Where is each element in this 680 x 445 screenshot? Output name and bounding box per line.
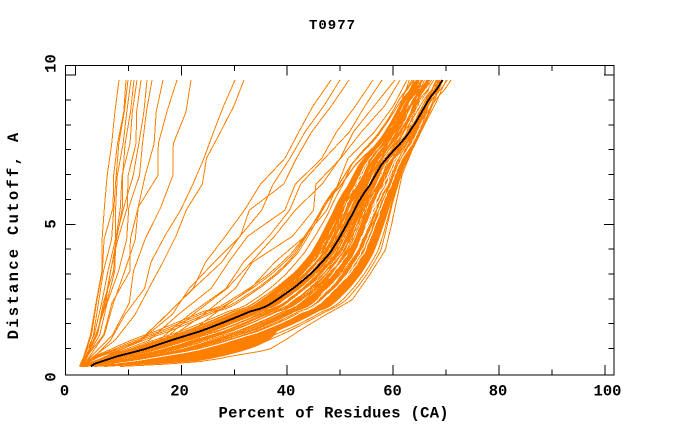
- svg-text:20: 20: [170, 383, 189, 401]
- svg-text:100: 100: [594, 383, 622, 401]
- svg-text:10: 10: [43, 54, 61, 73]
- svg-text:Percent of Residues (CA): Percent of Residues (CA): [218, 405, 448, 423]
- svg-text:T0977: T0977: [309, 18, 356, 34]
- svg-text:0: 0: [60, 383, 69, 401]
- svg-text:40: 40: [277, 383, 296, 401]
- svg-text:Distance Cutoff, A: Distance Cutoff, A: [5, 131, 23, 340]
- svg-text:5: 5: [43, 219, 61, 228]
- svg-text:60: 60: [383, 383, 402, 401]
- svg-text:0: 0: [43, 372, 61, 381]
- svg-text:80: 80: [489, 383, 508, 401]
